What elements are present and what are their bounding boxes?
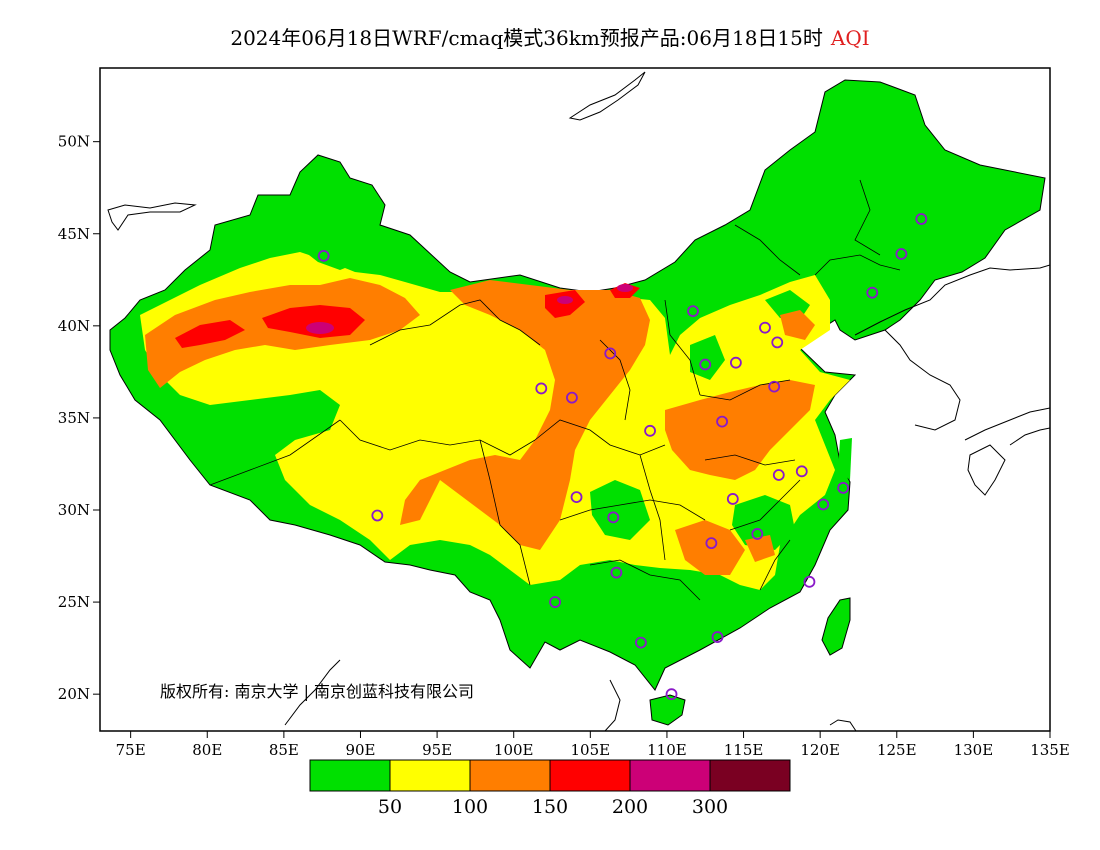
station-marker [371,509,384,522]
lat-tick-label: 45N [58,225,90,243]
station-marker [915,213,928,225]
map-area [109,79,1046,726]
colorbar-bin [469,759,551,792]
station-markers [317,213,928,701]
lon-tick-label: 115E [724,741,764,759]
station-marker [549,596,561,608]
lon-tick-label: 110E [647,741,687,759]
station-marker [687,305,699,318]
station-marker [604,347,617,360]
colorbar-bin [309,759,391,792]
aqi-patch-good-2 [590,480,650,540]
station-marker [711,631,724,643]
aqi-colorbar: 50 100 150 200 300 [309,759,791,818]
station-marker [817,498,830,511]
lon-tick-label: 85E [269,741,299,759]
province-boundaries [209,179,901,601]
lon-tick-label: 90E [345,741,375,759]
lon-tick-label: 80E [192,741,222,759]
colorbar-label: 300 [692,796,728,818]
lat-tick-label: 35N [58,409,90,427]
lon-tick-label: 105E [571,741,611,759]
lat-tick-label: 50N [58,133,90,151]
station-marker [610,566,623,579]
lon-tick-label: 120E [800,741,840,759]
aqi-region-unhealthy-1 [175,320,245,348]
hainan-island [649,694,686,726]
aqi-patch-good-1 [300,240,360,270]
station-marker [771,336,784,349]
station-marker [716,415,728,428]
neighbor-coastlines [107,71,1050,731]
aqi-region-usg-central [400,280,650,550]
lon-tick-label: 100E [494,741,534,759]
aqi-region-usg-west [145,278,420,388]
colorbar-bin [629,759,711,792]
station-marker [803,575,816,588]
station-marker [759,321,771,334]
station-marker [866,286,879,299]
map-title: 2024年06月18日WRF/cmaq模式36km预报产品:06月18日15时 A… [0,22,1100,51]
station-marker [566,391,578,404]
station-marker [665,688,678,701]
copyright-text: 版权所有: 南京大学 | 南京创蓝科技有限公司 [160,682,474,701]
lon-tick-label: 135E [1030,741,1070,759]
map-frame [99,67,1051,732]
lat-tick-label: 40N [58,317,90,335]
station-marker [570,491,583,504]
aqi-region-very-unhealthy-1 [306,322,334,334]
station-marker [751,528,764,540]
station-marker [644,424,656,437]
lon-tick-label: 95E [422,741,452,759]
title-variable: AQI [830,26,870,50]
aqi-region-usg-east [665,380,815,480]
aqi-patch-usg-1 [780,310,815,340]
station-marker [729,356,742,369]
aqi-patch-good-5 [690,335,725,380]
map-axes: 50N 45N 40N 35N 30N 25N 20N 75E 80E 85E 90E 95E 100E… [58,133,1070,759]
colorbar-label: 100 [452,796,488,818]
station-marker [317,249,330,262]
taiwan-island [821,597,851,656]
colorbar-label: 50 [378,796,402,818]
station-marker [768,380,781,393]
aqi-region-very-unhealthy-3 [617,284,633,292]
colorbar-label: 200 [612,796,648,818]
station-marker [726,493,739,505]
colorbar-bin [389,759,471,792]
lat-tick-label: 20N [58,685,90,703]
station-marker [699,358,712,371]
station-marker [837,481,850,494]
title-main: 2024年06月18日WRF/cmaq模式36km预报产品:06月18日15时 [230,26,823,50]
station-marker [535,382,548,395]
lat-tick-label: 30N [58,501,90,519]
station-marker [705,537,718,550]
station-marker [634,636,647,649]
lon-tick-label: 130E [954,741,994,759]
aqi-region-very-unhealthy-2 [557,296,573,304]
colorbar-label: 150 [532,796,568,818]
aqi-patch-good-3 [732,495,795,550]
station-marker [795,465,808,478]
station-marker [895,248,908,260]
aqi-patch-good-6 [838,438,852,480]
aqi-patch-usg-2 [745,535,775,562]
aqi-region-unhealthy-2 [262,305,365,338]
lat-tick-label: 25N [58,593,90,611]
station-marker [607,511,620,524]
lon-tick-label: 125E [877,741,917,759]
colorbar-bin [549,759,631,792]
station-marker [772,469,785,481]
colorbar-bin [709,759,791,792]
lon-tick-label: 75E [116,741,146,759]
